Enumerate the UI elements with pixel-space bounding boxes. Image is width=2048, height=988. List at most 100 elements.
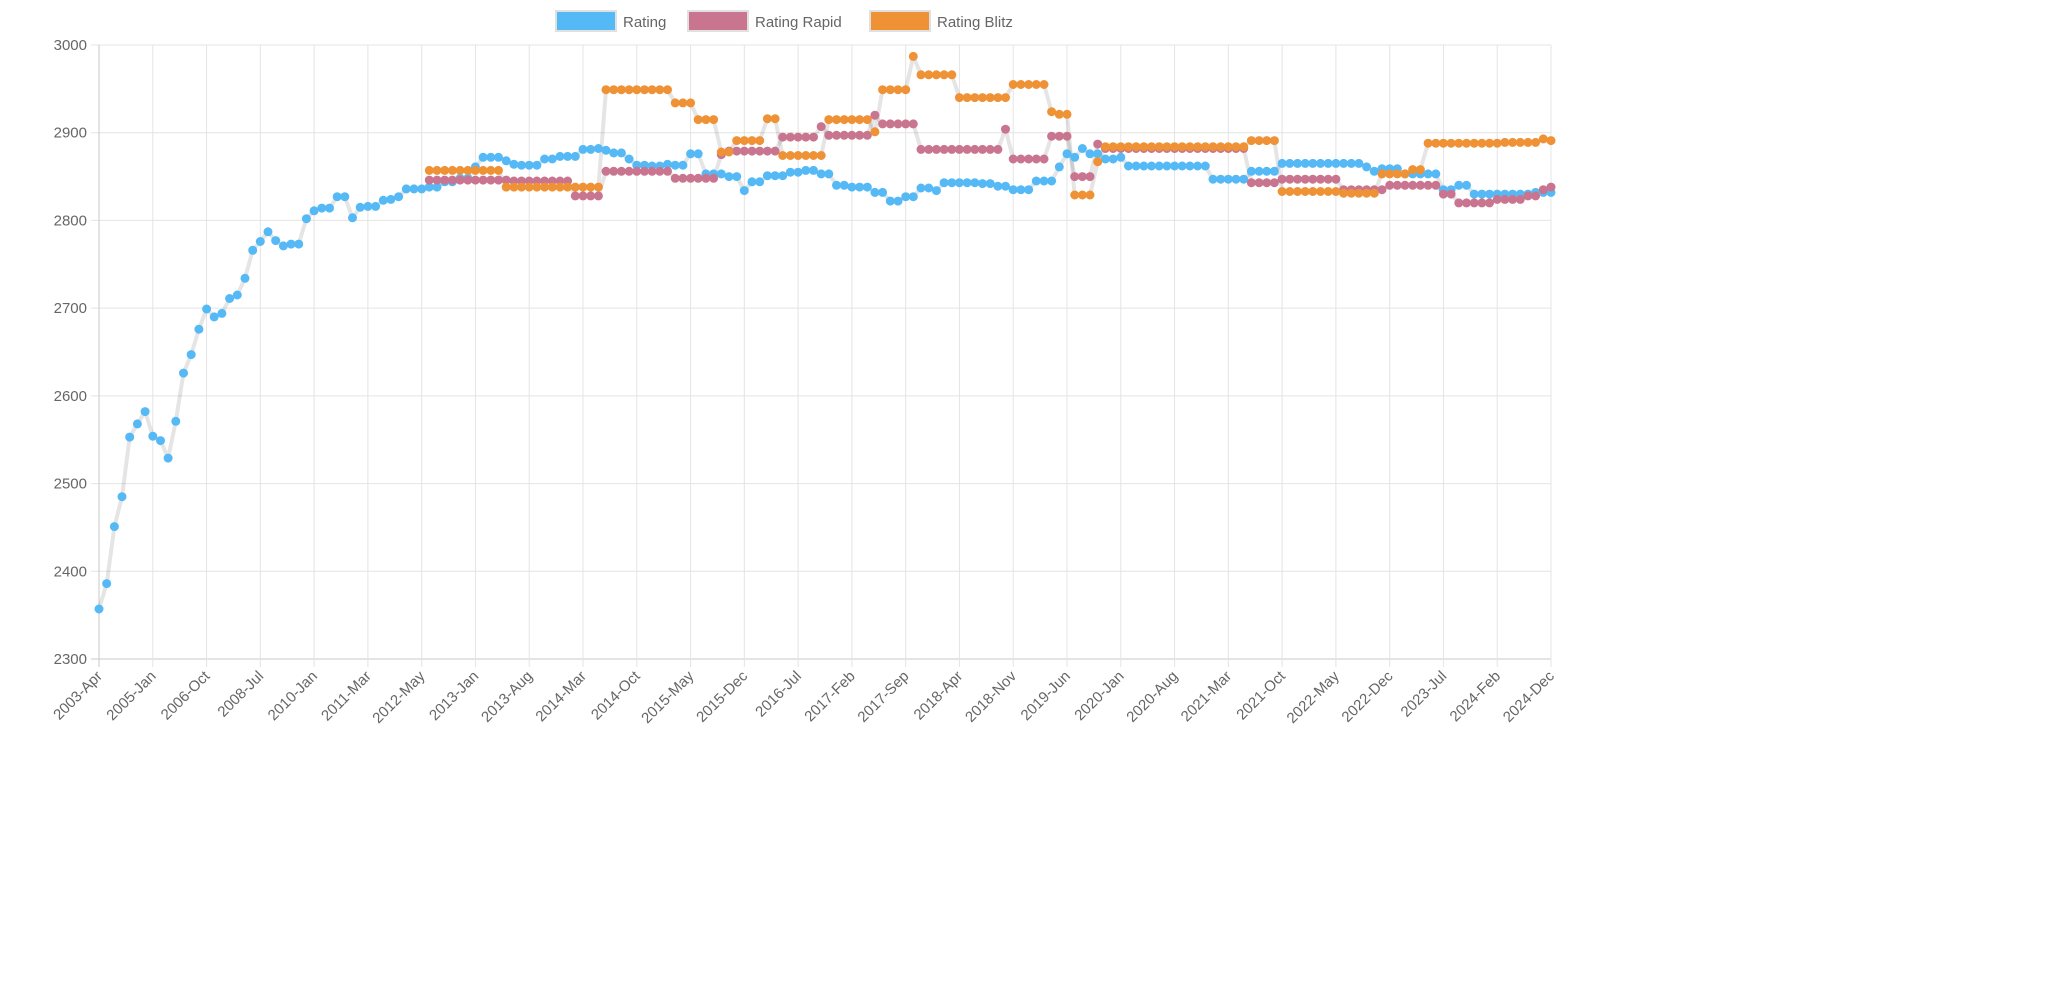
data-point [1485,138,1494,148]
data-point [1154,142,1164,152]
x-tick-label: 2024-Feb [1447,668,1504,725]
data-point [1377,169,1387,179]
data-point [893,119,903,129]
data-point [1331,174,1341,184]
data-point [816,122,826,132]
data-point [924,70,934,80]
data-point [847,182,857,192]
data-point [716,169,726,179]
data-point [1323,174,1333,184]
data-point [885,119,895,129]
data-point [1469,138,1479,148]
data-point [494,152,503,162]
data-point [1354,158,1364,168]
data-point [194,324,204,334]
data-point [1316,187,1325,196]
grid [91,44,1552,667]
data-point [663,166,672,176]
data-point [855,130,865,140]
data-point [1093,157,1103,167]
data-point [517,160,526,170]
data-point [586,182,596,192]
data-point [1392,169,1402,179]
data-point [978,144,987,154]
data-point [785,151,795,160]
data-point [693,173,703,183]
data-point [1031,176,1041,186]
data-point [447,165,457,175]
data-point [1423,169,1433,179]
data-point [901,85,911,95]
data-point [832,130,841,140]
y-axis: 2300 2400 2500 2600 2700 2800 2900 3000 [54,37,87,668]
data-point [1431,138,1441,148]
data-point [747,177,757,187]
data-point [655,166,665,176]
data-point [132,419,142,429]
data-point [732,172,742,182]
data-point [809,165,818,175]
data-point [325,203,334,213]
data-point [801,151,811,160]
data-point [893,196,903,206]
data-point [1392,180,1402,190]
data-point [1001,181,1010,191]
data-point [524,182,534,192]
data-point [801,132,811,142]
data-point [609,148,619,158]
data-point [470,165,480,175]
data-point [847,130,857,140]
data-point [793,151,803,160]
x-tick-label: 2015-Dec [693,667,751,725]
data-point [1254,178,1264,188]
data-point [1408,165,1418,175]
data-point [609,85,619,95]
data-point [394,192,404,202]
data-point [1016,154,1026,164]
data-point [1223,174,1233,184]
data-point [793,132,803,142]
data-point [478,175,488,185]
data-point [947,144,957,154]
data-point [1462,180,1471,190]
data-point [686,98,696,108]
data-point [555,182,565,192]
data-point [870,127,880,137]
data-point [1546,182,1556,192]
data-point [1446,138,1456,148]
legend-label: Rating Rapid [755,14,842,31]
data-point [486,175,496,185]
data-point [624,166,634,176]
data-point [1500,137,1510,147]
data-point [770,114,780,124]
x-tick-label: 2017-Feb [801,668,858,725]
data-point [778,151,788,160]
x-tick-label: 2021-Oct [1233,667,1289,723]
data-point [616,148,626,158]
data-point [509,182,519,192]
data-point [1147,161,1156,171]
data-point [724,172,734,182]
data-point [724,147,734,157]
data-point [778,171,788,181]
data-point [1408,180,1418,190]
data-point [1185,161,1195,171]
data-point [755,146,765,156]
data-point [1039,80,1049,89]
data-point [624,85,634,95]
data-point [1085,149,1095,159]
data-point [1277,158,1287,168]
data-point [739,146,749,156]
series-lines [97,54,1552,610]
data-point [978,93,987,103]
data-point [1323,158,1333,168]
data-point [386,194,396,204]
data-point [970,144,980,154]
data-point [1001,93,1010,103]
x-tick-label: 2010-Jan [265,668,321,724]
legend-swatch [555,10,617,32]
data-point [1523,137,1533,147]
data-point [1431,169,1441,179]
data-point [1008,154,1018,164]
